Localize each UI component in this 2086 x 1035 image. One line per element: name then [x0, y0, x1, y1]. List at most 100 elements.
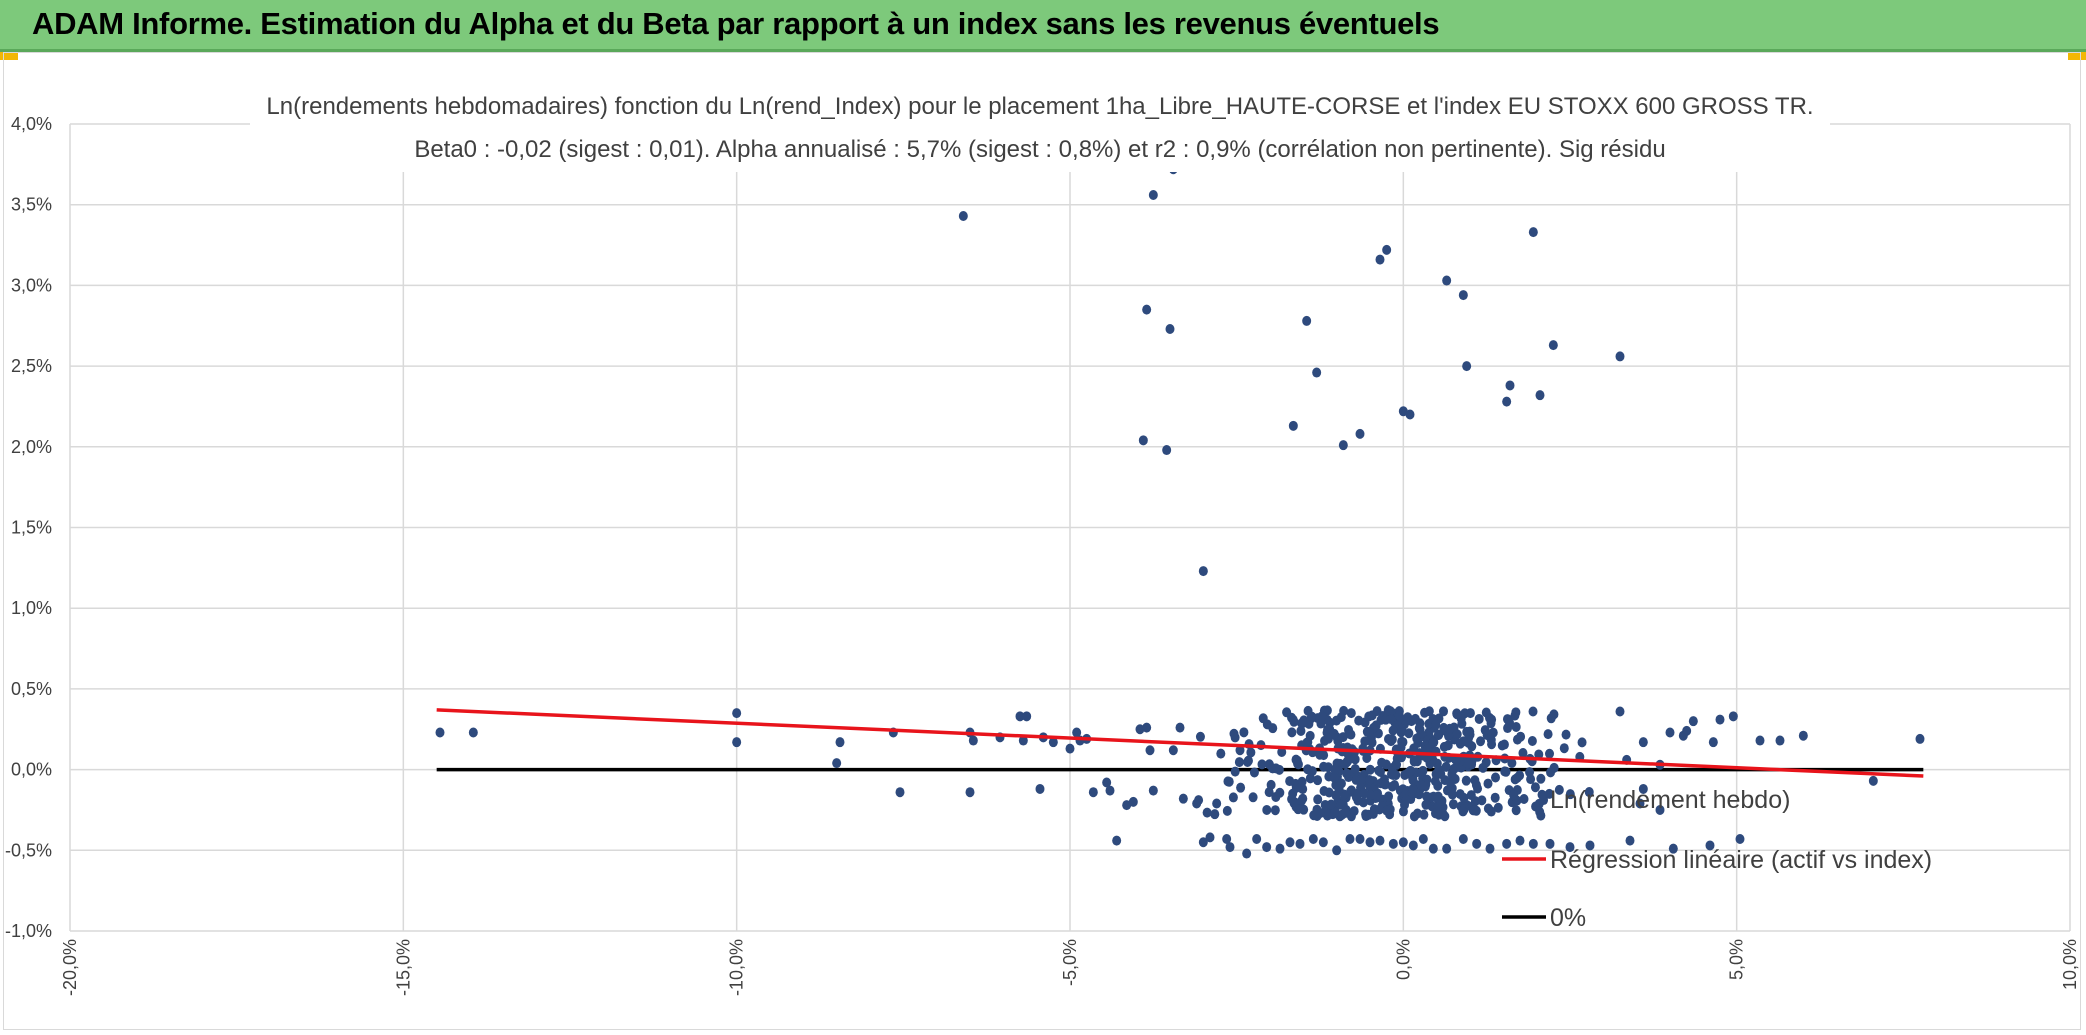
data-point	[1330, 806, 1340, 817]
data-point	[1430, 776, 1440, 787]
data-point	[1345, 834, 1355, 845]
data-point	[1668, 843, 1678, 854]
data-point	[1491, 772, 1501, 783]
data-point	[1354, 715, 1364, 726]
chart-title-line1: Ln(rendements hebdomadaires) fonction du…	[266, 93, 1813, 120]
data-point	[1440, 811, 1450, 822]
y-tick-label: 2,0%	[11, 437, 52, 457]
data-point	[1443, 740, 1453, 751]
data-point	[1291, 782, 1301, 793]
data-point	[1223, 776, 1233, 787]
data-point	[1234, 757, 1244, 768]
data-point	[1688, 716, 1698, 727]
data-point	[1516, 731, 1526, 742]
data-point	[1474, 713, 1484, 724]
data-point	[1728, 711, 1738, 722]
data-point	[1394, 710, 1404, 721]
data-point	[1162, 445, 1172, 456]
data-point	[1320, 799, 1330, 810]
data-point	[1534, 749, 1544, 760]
data-point	[1487, 714, 1497, 725]
data-point	[1418, 834, 1428, 845]
data-point	[1526, 774, 1536, 785]
data-point	[1735, 834, 1745, 845]
x-tick-label: -20,0%	[60, 939, 80, 996]
data-point	[1382, 244, 1392, 255]
data-point	[1246, 747, 1256, 758]
data-point	[1216, 748, 1226, 759]
data-point	[1318, 837, 1328, 848]
data-point	[1142, 304, 1152, 315]
scatter-points	[435, 164, 1925, 859]
data-point	[1324, 733, 1334, 744]
data-point	[1332, 845, 1342, 856]
report-header: ADAM Informe. Estimation du Alpha et du …	[0, 0, 2086, 52]
data-point	[1364, 774, 1374, 785]
data-point	[1222, 805, 1232, 816]
data-point	[1065, 743, 1075, 754]
data-point	[1545, 838, 1555, 849]
data-point	[1565, 789, 1575, 800]
data-point	[1441, 761, 1451, 772]
data-point	[1128, 796, 1138, 807]
data-point	[1329, 772, 1339, 783]
data-point	[1915, 733, 1925, 744]
data-point	[1375, 254, 1385, 265]
y-axis-tick-labels: -1,0% -0,5% 0,0% 0,5% 1,0% 1,5% 2,0% 2,5% 3,0% 3,…	[5, 114, 52, 941]
data-point	[1471, 779, 1481, 790]
y-tick-label: 0,5%	[11, 679, 52, 699]
data-point	[1338, 440, 1348, 451]
data-point	[1148, 785, 1158, 796]
data-point	[1414, 723, 1424, 734]
data-point	[1343, 755, 1353, 766]
data-point	[1210, 809, 1220, 820]
data-point	[1367, 737, 1377, 748]
data-point	[1584, 787, 1594, 798]
data-point	[1195, 731, 1205, 742]
data-point	[1289, 797, 1299, 808]
legend-marker-points	[1519, 794, 1529, 804]
data-point	[1418, 765, 1428, 776]
data-point	[1461, 775, 1471, 786]
data-point	[1274, 764, 1284, 775]
data-point	[1445, 777, 1455, 788]
data-point	[1072, 727, 1082, 738]
data-point	[468, 727, 478, 738]
data-point	[895, 787, 905, 798]
data-point	[1230, 766, 1240, 777]
data-point	[1306, 713, 1316, 724]
data-point	[1319, 785, 1329, 796]
data-point	[1331, 790, 1341, 801]
data-point	[1546, 713, 1556, 724]
data-point	[1405, 765, 1415, 776]
y-tick-label: 3,5%	[11, 195, 52, 215]
data-point	[1315, 808, 1325, 819]
data-point	[1528, 838, 1538, 849]
data-point	[1490, 792, 1500, 803]
x-tick-label: 5,0%	[1727, 939, 1747, 980]
data-point	[1408, 840, 1418, 851]
data-point	[1364, 711, 1374, 722]
data-point	[965, 787, 975, 798]
data-point	[1319, 761, 1329, 772]
y-tick-label: 1,5%	[11, 518, 52, 538]
data-point	[1511, 707, 1521, 718]
data-point	[1287, 727, 1297, 738]
data-point	[1398, 837, 1408, 848]
x-axis-tick-labels: -20,0% -15,0% -10,0% -5,0% 0,0% 5,0% 10,0%	[60, 939, 2080, 996]
data-point	[1239, 727, 1249, 738]
data-point	[1511, 721, 1521, 732]
x-tick-label: 0,0%	[1393, 939, 1413, 980]
data-point	[1313, 794, 1323, 805]
data-point	[1404, 728, 1414, 739]
data-point	[1452, 709, 1462, 720]
data-point	[1198, 566, 1208, 577]
chart-title-background	[250, 84, 1830, 172]
data-point	[1383, 705, 1393, 716]
data-point	[1035, 783, 1045, 794]
data-point	[1412, 808, 1422, 819]
regression-line-series	[436, 708, 1924, 778]
data-point	[1297, 776, 1307, 787]
data-point	[1243, 756, 1253, 767]
data-point	[1480, 725, 1490, 736]
